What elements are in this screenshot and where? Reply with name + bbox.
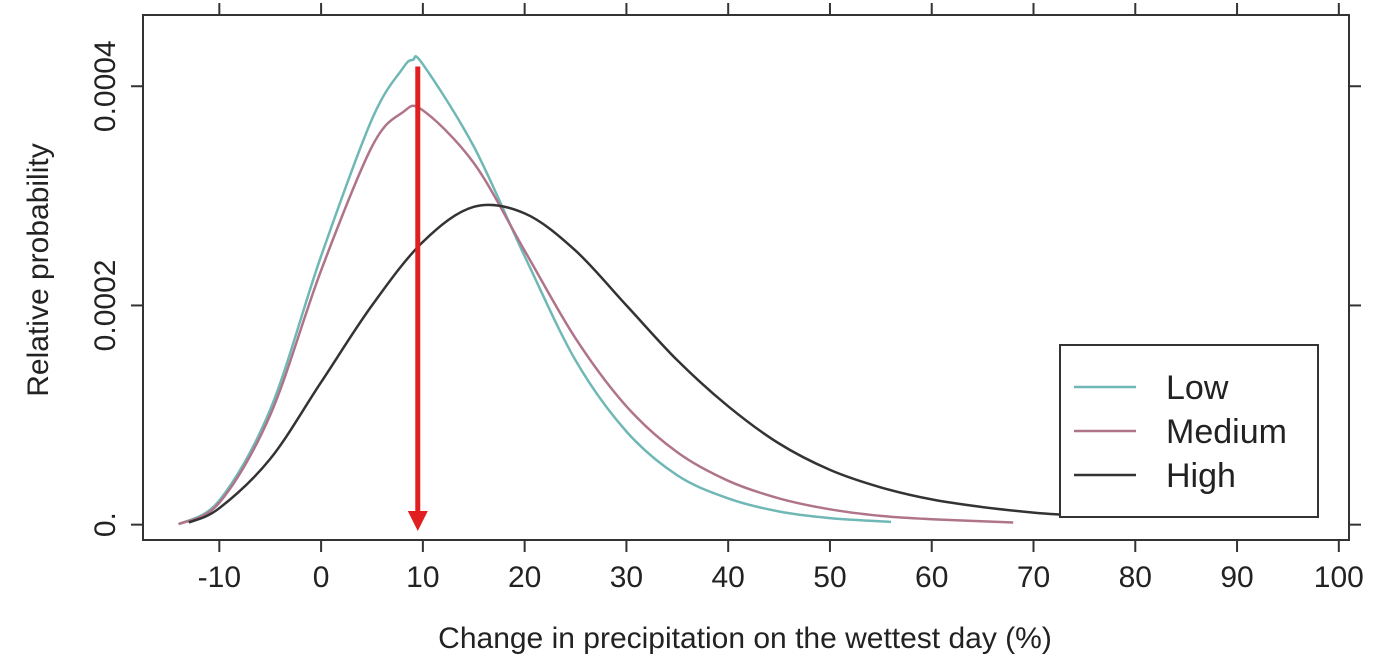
x-tick-label: 10: [406, 561, 439, 594]
x-tick-label: 90: [1220, 561, 1253, 594]
y-tick-label: 0.0004: [89, 40, 122, 132]
y-axis-label: Relative probability: [22, 143, 55, 396]
y-tick-label: 0.: [89, 512, 122, 537]
x-tick-label: 50: [813, 561, 846, 594]
x-axis-label: Change in precipitation on the wettest d…: [438, 622, 1052, 655]
arrow-head: [407, 511, 428, 532]
x-tick-label: 80: [1119, 561, 1152, 594]
series-line-medium: [178, 104, 1014, 526]
x-tick-label: -10: [198, 561, 241, 594]
legend: Low Medium High: [1059, 344, 1319, 518]
x-tick-label: 0: [313, 561, 330, 594]
y-tick-label: 0.0002: [89, 260, 122, 352]
x-tick-label: 100: [1314, 561, 1364, 594]
legend-label-medium: Medium: [1166, 413, 1287, 451]
series-line-high: [188, 203, 1065, 524]
legend-label-low: Low: [1166, 369, 1229, 407]
x-tick-label: 30: [610, 561, 643, 594]
plot-frame: [142, 14, 1350, 541]
legend-label-high: High: [1166, 457, 1236, 495]
axes-layer: -10 0 10 20 30 40 50 60 70 80 90 100 0. 0.0002 0.0004: [89, 3, 1364, 594]
x-tick-label: 20: [508, 561, 541, 594]
annotation-layer: [407, 66, 428, 532]
x-tick-label: 60: [915, 561, 948, 594]
x-tick-label: 70: [1017, 561, 1050, 594]
series-layer: [177, 55, 1065, 526]
series-line-low: [177, 55, 892, 526]
x-tick-label: 40: [712, 561, 745, 594]
